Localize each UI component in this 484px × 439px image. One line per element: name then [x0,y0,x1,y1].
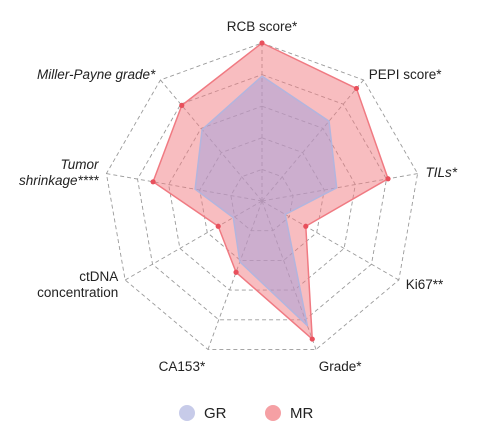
radar-series [150,40,391,342]
axis-label: Ki67** [406,277,444,292]
series-mr-point [179,102,185,108]
axis-label: ctDNA concentration [37,269,118,300]
legend-label-gr: GR [204,405,227,422]
legend-marker-mr [265,405,281,421]
legend: GR MR [179,405,313,422]
legend-label-mr: MR [290,405,313,422]
series-mr-point [385,176,391,182]
series-mr-point [353,85,360,92]
axis-label: TILs* [425,165,457,180]
series-mr-point [233,269,239,275]
axis-label: RCB score* [227,19,298,34]
axis-labels: RCB score* PEPI score* TILs* Ki67** Grade* CA… [19,19,458,374]
axis-label: CA153* [159,359,206,374]
axis-label: Miller-Payne grade* [37,67,156,82]
series-mr-point [303,223,309,229]
legend-marker-gr [179,405,195,421]
axis-spoke [124,200,263,281]
axis-spoke [207,200,263,350]
series-mr-point [215,223,221,229]
axis-spoke [261,200,400,281]
series-mr-point [150,179,156,185]
axis-label: PEPI score* [369,67,443,82]
series-mr-point [309,336,315,342]
axis-label: Grade* [319,359,363,374]
series-gr-area [194,75,338,327]
axis-label: Tumor shrinkage**** [19,157,99,188]
grid-ring [105,42,419,350]
series-mr-point [259,40,265,46]
